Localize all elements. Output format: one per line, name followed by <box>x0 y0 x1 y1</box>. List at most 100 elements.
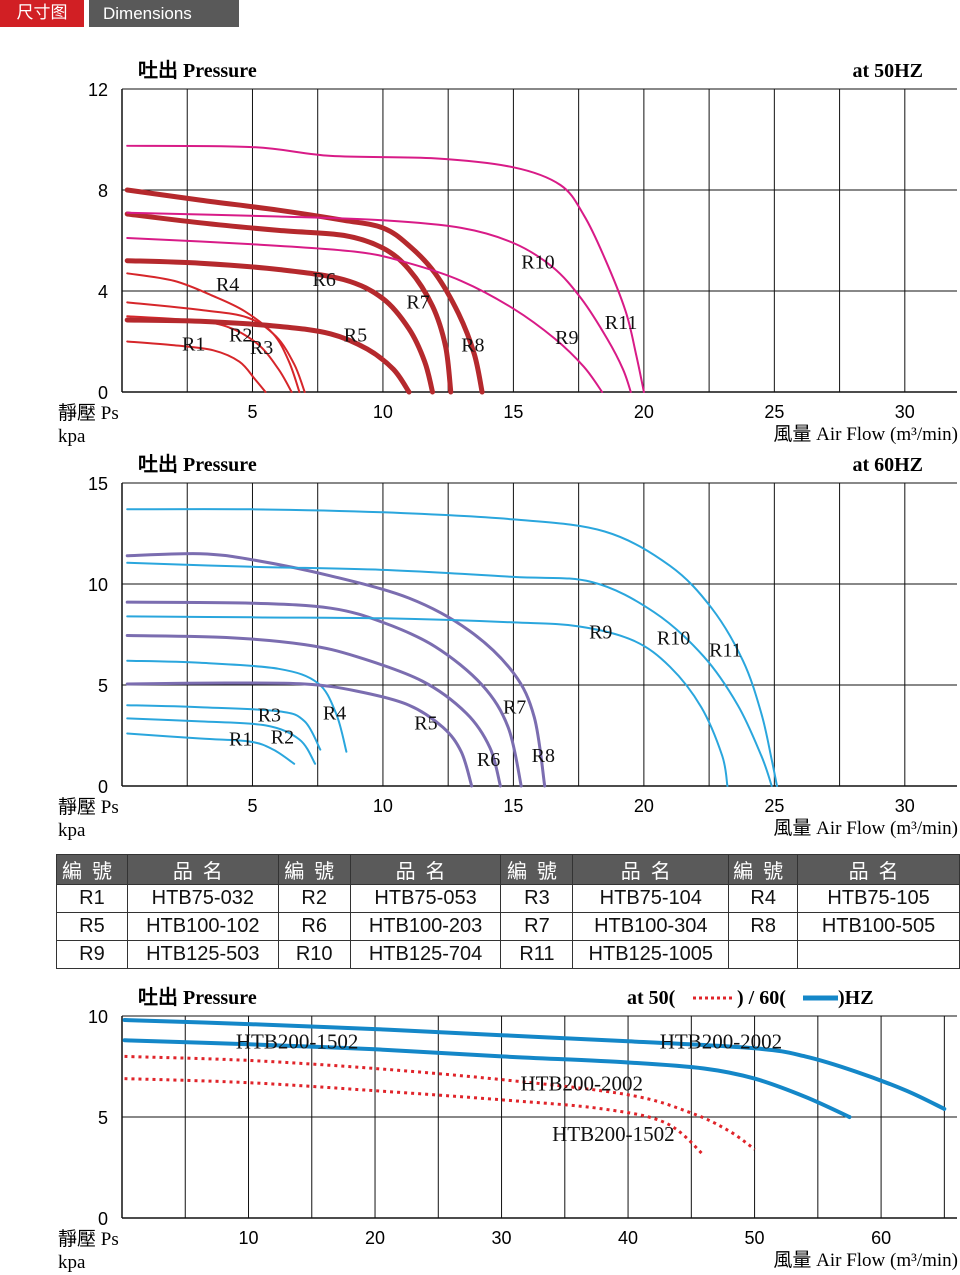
grid <box>122 482 957 786</box>
model-name-cell: HTB75-053 <box>349 884 502 913</box>
header-cell: 品名 <box>572 854 730 885</box>
y-tick-label: 10 <box>88 1007 108 1027</box>
series-label-htb200-2002: HTB200-2002 <box>660 1029 783 1053</box>
model-code-cell: R8 <box>728 912 799 941</box>
grid <box>122 1015 957 1218</box>
y-axis-unit: kpa <box>58 820 86 841</box>
y-tick-label: 10 <box>88 575 108 595</box>
y-tick-label: 8 <box>98 181 108 201</box>
series-line-r9 <box>126 615 729 787</box>
model-code-cell: R10 <box>277 940 351 969</box>
dimensions-tag-cn: 尺寸图 <box>0 0 84 27</box>
x-tick-label: 10 <box>373 402 393 422</box>
model-name-cell: HTB75-104 <box>572 884 730 913</box>
x-tick-label: 50 <box>745 1228 765 1248</box>
series-line-r7 <box>125 600 523 788</box>
series-line-r6 <box>124 258 435 395</box>
x-axis-label: 風量 Air Flow (m³/min) <box>773 818 958 839</box>
x-tick-label: 10 <box>373 796 393 816</box>
y-tick-label: 15 <box>88 474 108 494</box>
y-axis-label: 靜壓 Ps <box>58 796 119 818</box>
series-label-r6: R6 <box>477 749 500 771</box>
model-name-cell: HTB100-505 <box>797 912 960 941</box>
y-tick-label: 0 <box>98 383 108 403</box>
series-line-r1 <box>126 340 267 393</box>
series-line-htb200-2002 <box>122 1018 947 1111</box>
x-tick-label: 40 <box>618 1228 638 1248</box>
x-tick-label: 20 <box>634 402 654 422</box>
series-line-r3 <box>126 704 322 751</box>
series-line-htb200-1502 <box>122 1038 852 1119</box>
frequency-legend: at 50() / 60()HZ <box>627 987 874 1009</box>
frequency-label: at 60HZ <box>852 454 923 476</box>
frequency-label-mid: ) / 60( <box>737 987 786 1009</box>
series-label-r9: R9 <box>555 327 578 349</box>
series-line-r2 <box>126 717 317 765</box>
series-label-r4: R4 <box>323 702 346 724</box>
header-cell: 品名 <box>126 854 279 885</box>
header-cell: 編號 <box>500 854 574 885</box>
header-cell: 編號 <box>56 854 128 885</box>
model-code-cell: R4 <box>728 884 799 913</box>
frequency-label: at 50HZ <box>852 60 923 82</box>
table-row: R9 HTB125-503 R10 HTB125-704 R11 HTB125-1005 <box>56 940 960 969</box>
series-line-r4 <box>126 659 348 753</box>
model-table-header: 編號 品名 編號 品名 編號 品名 編號 品名 <box>56 854 960 885</box>
model-code-cell: R2 <box>277 884 351 913</box>
model-name-cell: HTB125-704 <box>349 940 502 969</box>
x-tick-label: 5 <box>247 402 257 422</box>
x-tick-label: 30 <box>895 796 915 816</box>
y-axis-unit: kpa <box>58 1252 86 1273</box>
y-tick-label: 0 <box>98 1209 108 1229</box>
chart-htb200: 吐出 Pressure at 50() / 60()HZ 0 5 10 10 20 30 40 5… <box>58 986 958 1273</box>
series-label-r7: R7 <box>406 292 429 314</box>
model-name-cell: HTB100-203 <box>349 912 502 941</box>
series-line-r5 <box>124 317 412 395</box>
chart-60hz: 吐出 Pressure at 60HZ 0 5 10 15 5 10 15 20 25 30 靜壓 Ps… <box>58 453 958 841</box>
model-name-cell <box>797 940 960 969</box>
header-cell: 編號 <box>277 854 351 885</box>
x-tick-label: 60 <box>871 1228 891 1248</box>
model-code-cell: R7 <box>500 912 574 941</box>
x-tick-label: 30 <box>895 402 915 422</box>
series-line-htb200-1502 <box>124 1077 706 1157</box>
y-tick-label: 5 <box>98 676 108 696</box>
x-axis-label: 風量 Air Flow (m³/min) <box>773 1250 958 1271</box>
chart-50hz: 吐出 Pressure at 50HZ 0 4 8 12 5 10 15 20 25 30 靜壓 Psk… <box>58 59 958 447</box>
series-line-r7 <box>124 211 454 395</box>
model-code-cell: R1 <box>56 884 128 913</box>
chart-title: 吐出 Pressure <box>138 59 257 82</box>
series-line-r11 <box>126 508 778 787</box>
model-name-cell: HTB75-032 <box>126 884 279 913</box>
x-tick-label: 5 <box>247 796 257 816</box>
series-line-r9 <box>126 236 604 393</box>
x-tick-label: 20 <box>634 796 654 816</box>
table-row: R1 HTB75-032 R2 HTB75-053 R3 HTB75-104 R4 HTB75… <box>56 884 960 913</box>
grid <box>122 88 957 392</box>
series-label-htb200-1502: HTB200-1502 <box>552 1122 675 1146</box>
model-name-cell: HTB125-1005 <box>572 940 730 969</box>
model-code-cell <box>728 940 799 969</box>
model-code-cell: R6 <box>277 912 351 941</box>
series-label-r8: R8 <box>532 745 555 767</box>
model-name-cell: HTB75-105 <box>797 884 960 913</box>
series-label-htb200-2002: HTB200-2002 <box>521 1072 644 1096</box>
chart-title: 吐出 Pressure <box>138 453 257 476</box>
frequency-label-start: at 50( <box>627 987 676 1009</box>
model-code-cell: R3 <box>500 884 574 913</box>
series-line-r3 <box>126 301 306 393</box>
table-row: R5 HTB100-102 R6 HTB100-203 R7 HTB100-304 R8 HT… <box>56 912 960 941</box>
y-tick-label: 4 <box>98 282 108 302</box>
series-line-r8 <box>124 187 485 395</box>
series-label-r2: R2 <box>229 325 252 347</box>
series-label-r3: R3 <box>250 337 273 359</box>
dimensions-tag-en: Dimensions <box>89 0 239 27</box>
header-cell: 品名 <box>349 854 502 885</box>
model-name-cell: HTB100-102 <box>126 912 279 941</box>
y-tick-label: 12 <box>88 80 108 100</box>
x-tick-label: 15 <box>503 402 523 422</box>
x-tick-label: 15 <box>503 796 523 816</box>
series-line-r1 <box>126 732 296 765</box>
series-line-r8 <box>125 552 547 788</box>
series-label-r5: R5 <box>414 712 437 734</box>
